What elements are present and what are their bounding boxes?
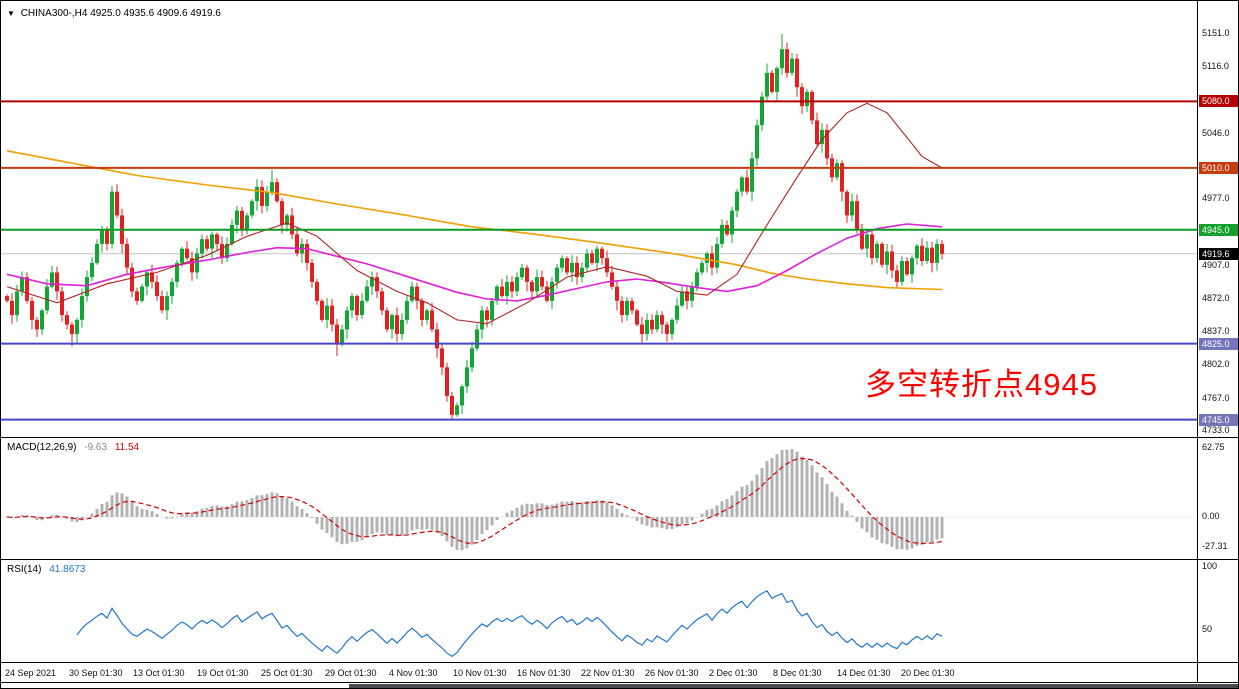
panel-divider	[1, 559, 1238, 560]
x-axis-label: 25 Oct 01:30	[261, 668, 313, 678]
rsi-value: 41.8673	[49, 564, 86, 575]
level-price-badge: 4945.0	[1199, 224, 1238, 236]
x-axis-label: 4 Nov 01:30	[389, 668, 438, 678]
x-axis-label: 24 Sep 2021	[5, 668, 57, 678]
rsi-axis-label: 50	[1202, 624, 1213, 634]
x-axis-label: 2 Dec 01:30	[709, 668, 758, 678]
axis-tick-label: 4767.0	[1202, 393, 1230, 403]
x-axis-label: 20 Dec 01:30	[901, 668, 955, 678]
axis-tick-label: 5151.0	[1202, 28, 1230, 38]
macd-axis-label: -27.31	[1202, 541, 1228, 551]
x-axis-label: 8 Dec 01:30	[773, 668, 822, 678]
x-axis-label: 22 Nov 01:30	[581, 668, 635, 678]
x-axis-label: 26 Nov 01:30	[645, 668, 699, 678]
axis-tick-label: 4837.0	[1202, 326, 1230, 336]
symbol-name: CHINA300-,H4	[20, 8, 88, 19]
price-direction-down-icon: ▼	[7, 9, 15, 18]
axis-tick-label: 4977.0	[1202, 193, 1230, 203]
axis-tick-label: 4733.0	[1202, 425, 1230, 435]
rsi-name: RSI(14)	[7, 564, 42, 575]
rsi-panel-canvas[interactable]	[1, 560, 1197, 662]
axis-tick-label: 5116.0	[1202, 61, 1229, 71]
taskbar-strip	[349, 684, 1238, 688]
x-axis-label: 10 Nov 01:30	[453, 668, 507, 678]
rsi-indicator-label: RSI(14) 41.8673	[7, 564, 85, 575]
rsi-axis-label: 100	[1202, 561, 1218, 571]
x-axis-label: 19 Oct 01:30	[197, 668, 249, 678]
x-axis-label: 30 Sep 01:30	[69, 668, 123, 678]
x-axis-label: 13 Oct 01:30	[133, 668, 185, 678]
time-axis[interactable]: 24 Sep 2021 30 Sep 01:30 13 Oct 01:30 19 Oc…	[1, 663, 1197, 682]
level-price-badge: 4825.0	[1199, 338, 1238, 350]
axis-separator	[1197, 1, 1198, 683]
panel-divider	[1, 437, 1238, 438]
x-axis-label: 14 Dec 01:30	[837, 668, 891, 678]
macd-axis-label: 0.00	[1202, 511, 1220, 521]
level-price-badge: 4745.0	[1199, 414, 1238, 426]
macd-name: MACD(12,26,9)	[7, 442, 77, 453]
macd-panel-canvas[interactable]	[1, 438, 1197, 559]
candlestick-chart-canvas[interactable]	[1, 1, 1197, 437]
macd-signal-value: 11.54	[114, 442, 140, 453]
macd-indicator-label: MACD(12,26,9) -9.63 11.54	[7, 442, 139, 453]
level-price-badge: 5010.0	[1199, 162, 1238, 174]
axis-tick-label: 5046.0	[1202, 128, 1230, 138]
symbol-ohlc-readout: ▼ CHINA300-,H4 4925.0 4935.6 4909.6 4919…	[7, 8, 221, 19]
window-bottom-border	[1, 682, 1238, 683]
axis-tick-label: 4802.0	[1202, 359, 1230, 369]
current-price-badge: 4919.6	[1199, 248, 1238, 260]
axis-tick-label: 4907.0	[1202, 260, 1230, 270]
ohlc-values: 4925.0 4935.6 4909.6 4919.6	[90, 8, 221, 19]
x-axis-label: 29 Oct 01:30	[325, 668, 377, 678]
price-axis[interactable]: 5151.0 5116.0 5046.0 4977.0 4907.0 4872.0 4837…	[1198, 1, 1238, 683]
panel-divider	[1, 662, 1238, 663]
annotation-text: 多空转折点4945	[865, 367, 1098, 402]
macd-axis-label: 62.75	[1202, 442, 1225, 452]
level-price-badge: 5080.0	[1199, 95, 1238, 107]
x-axis-label: 16 Nov 01:30	[517, 668, 571, 678]
axis-tick-label: 4872.0	[1202, 293, 1230, 303]
macd-main-value: -9.63	[84, 442, 108, 453]
